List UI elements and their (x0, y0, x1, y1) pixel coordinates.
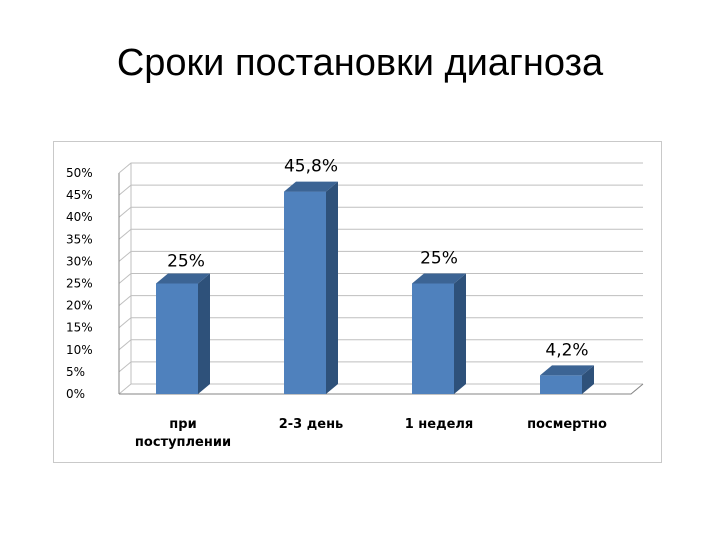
y-tick-label: 50% (66, 166, 93, 180)
category-labels: при поступлении 2-3 день 1 неделя посмертно (135, 417, 607, 450)
bar-side (454, 273, 466, 394)
category-label-line: 2-3 день (279, 417, 344, 432)
category-label-line: 1 неделя (405, 417, 474, 432)
y-tick-label: 10% (66, 343, 93, 357)
y-tick-label: 35% (66, 232, 93, 246)
bar-front (156, 283, 198, 394)
category-label-line: при (169, 417, 196, 432)
y-tick-label: 25% (66, 277, 93, 291)
bar-top (540, 365, 594, 376)
bar-front (412, 283, 454, 394)
gridline (118, 228, 643, 240)
data-label: 25% (167, 252, 205, 272)
category-label: 2-3 день (279, 417, 344, 432)
y-tick-label: 40% (66, 210, 93, 224)
bar (156, 273, 210, 394)
bar-top (156, 273, 210, 284)
bar (412, 273, 466, 394)
y-tick-label: 45% (66, 188, 93, 202)
y-tick-labels: 0% 5% 10% 15% 20% 25% 30% 35% 40% 45% 50% (66, 166, 93, 401)
bar-chart: 0% 5% 10% 15% 20% 25% 30% 35% 40% 45% 50% 25% 45,8%… (66, 157, 644, 450)
bar (284, 181, 338, 394)
slide-title: Сроки постановки диагноза (116, 42, 604, 84)
data-label: 4,2% (545, 340, 588, 360)
y-tick-label: 0% (66, 387, 85, 401)
data-label: 45,8% (284, 157, 338, 177)
y-tick-label: 30% (66, 254, 93, 268)
category-label: при поступлении (135, 417, 231, 450)
y-tick-label: 5% (66, 365, 85, 379)
category-label: 1 неделя (405, 417, 474, 432)
bar-top (412, 273, 466, 284)
category-label-line: посмертно (527, 417, 607, 432)
y-tick-label: 20% (66, 299, 93, 313)
bar-top (284, 181, 338, 192)
gridline (118, 206, 643, 218)
bar (540, 365, 594, 394)
category-label-line: поступлении (135, 435, 231, 450)
bar-front (284, 191, 326, 394)
bar-side (326, 181, 338, 394)
bar-side (198, 273, 210, 394)
bar-front (540, 375, 582, 394)
data-labels: 25% 45,8% 25% 4,2% (167, 157, 589, 361)
y-tick-label: 15% (66, 321, 93, 335)
gridline (118, 162, 643, 174)
bar-side (582, 365, 594, 394)
chart-frame: 0% 5% 10% 15% 20% 25% 30% 35% 40% 45% 50% 25% 45,8%… (53, 141, 662, 463)
category-label: посмертно (527, 417, 607, 432)
data-label: 25% (420, 249, 458, 269)
bars (156, 181, 594, 394)
gridline (118, 184, 643, 196)
